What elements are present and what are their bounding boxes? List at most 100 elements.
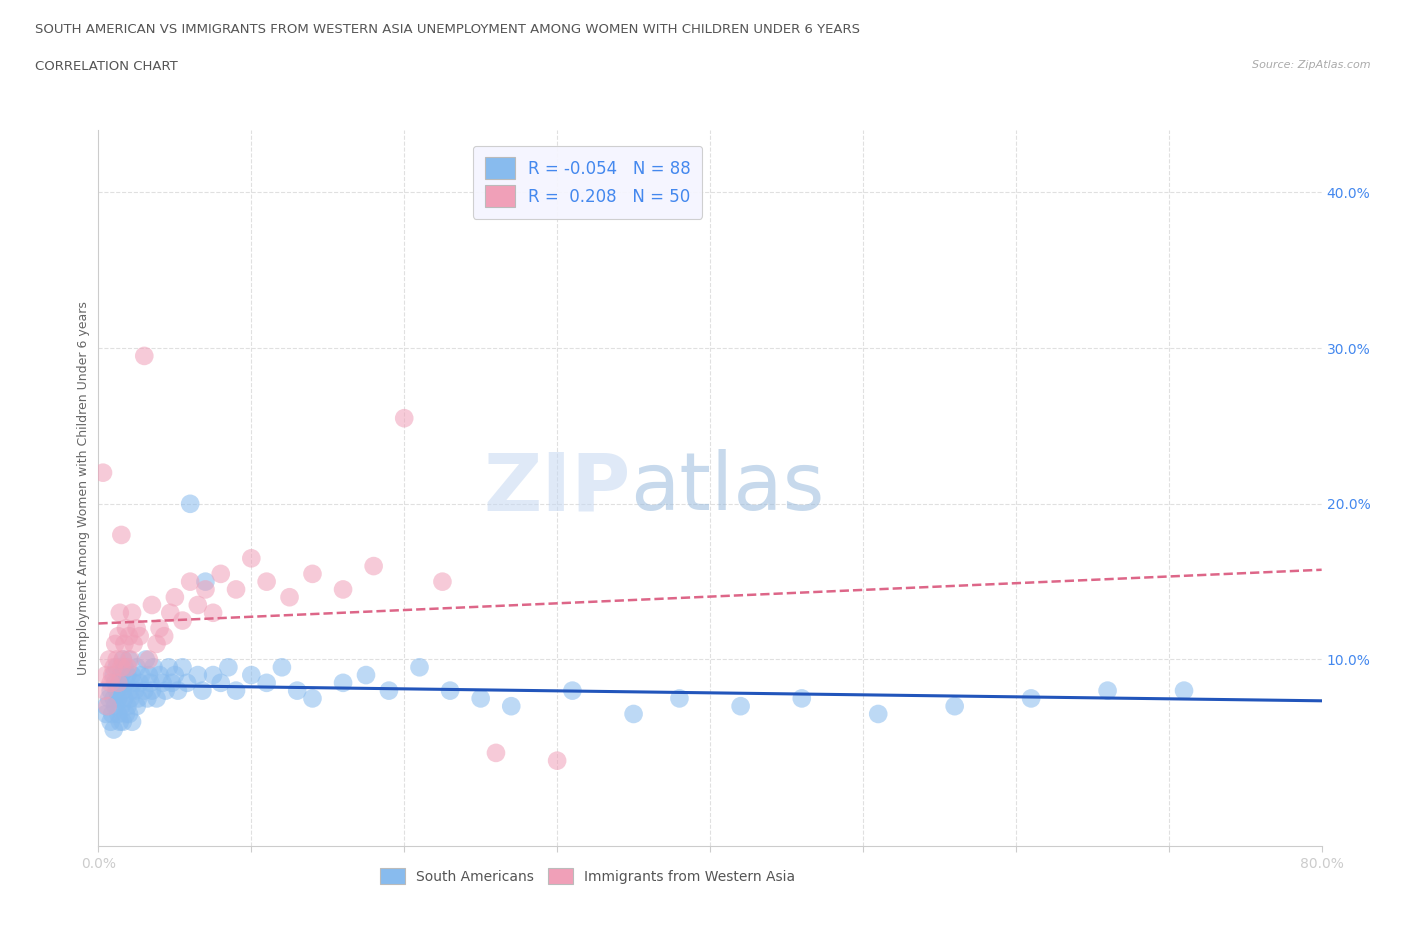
Point: [120, 691, 142, 706]
Point: [107, 691, 129, 706]
Point: [122, 636, 145, 651]
Point: [117, 698, 139, 713]
Point: [139, 675, 162, 690]
Point: [485, 746, 508, 761]
Point: [256, 675, 278, 690]
Point: [1097, 684, 1119, 698]
Point: [112, 691, 135, 706]
Point: [134, 684, 156, 698]
Point: [110, 527, 132, 542]
Point: [159, 605, 181, 620]
Point: [108, 714, 131, 729]
Point: [97, 698, 120, 713]
Point: [110, 668, 132, 683]
Point: [408, 660, 430, 675]
Point: [138, 652, 160, 667]
Point: [149, 668, 172, 683]
Point: [546, 753, 568, 768]
Point: [111, 714, 134, 729]
Point: [91, 465, 114, 480]
Point: [98, 691, 121, 706]
Point: [122, 675, 145, 690]
Point: [202, 668, 225, 683]
Point: [155, 684, 177, 698]
Text: atlas: atlas: [630, 449, 825, 527]
Point: [105, 652, 128, 667]
Point: [111, 684, 134, 698]
Point: [270, 660, 292, 675]
Point: [392, 411, 416, 426]
Point: [103, 668, 125, 683]
Point: [163, 668, 186, 683]
Point: [104, 698, 127, 713]
Point: [93, 684, 115, 698]
Text: Source: ZipAtlas.com: Source: ZipAtlas.com: [1253, 60, 1371, 71]
Point: [285, 684, 308, 698]
Point: [112, 660, 135, 675]
Point: [125, 660, 148, 675]
Point: [108, 675, 131, 690]
Point: [105, 660, 128, 675]
Point: [101, 668, 124, 683]
Point: [225, 582, 247, 597]
Point: [118, 629, 141, 644]
Point: [108, 605, 131, 620]
Point: [145, 636, 167, 651]
Point: [668, 691, 690, 706]
Point: [94, 668, 117, 683]
Point: [240, 551, 263, 565]
Point: [217, 660, 239, 675]
Point: [176, 675, 198, 690]
Legend: South Americans, Immigrants from Western Asia: South Americans, Immigrants from Western…: [374, 862, 801, 889]
Point: [157, 660, 180, 675]
Point: [172, 660, 194, 675]
Point: [501, 698, 523, 713]
Point: [104, 675, 127, 690]
Point: [124, 684, 146, 698]
Point: [142, 660, 165, 675]
Point: [127, 691, 149, 706]
Point: [561, 684, 583, 698]
Point: [134, 349, 156, 364]
Point: [363, 559, 385, 574]
Point: [145, 691, 167, 706]
Point: [115, 621, 138, 636]
Point: [105, 684, 128, 698]
Point: [103, 722, 125, 737]
Point: [1019, 691, 1042, 706]
Point: [98, 652, 121, 667]
Point: [167, 684, 190, 698]
Point: [110, 660, 132, 675]
Point: [187, 668, 209, 683]
Point: [100, 675, 122, 690]
Point: [107, 707, 129, 722]
Point: [191, 684, 214, 698]
Point: [194, 574, 217, 589]
Point: [149, 621, 172, 636]
Point: [103, 660, 125, 675]
Point: [94, 707, 117, 722]
Point: [209, 675, 232, 690]
Point: [172, 613, 194, 628]
Point: [160, 675, 183, 690]
Point: [1173, 684, 1195, 698]
Point: [128, 629, 150, 644]
Point: [301, 566, 323, 581]
Point: [141, 598, 163, 613]
Point: [101, 707, 124, 722]
Point: [117, 668, 139, 683]
Point: [128, 675, 150, 690]
Point: [332, 675, 354, 690]
Point: [94, 698, 117, 713]
Point: [179, 574, 201, 589]
Point: [135, 652, 157, 667]
Point: [187, 598, 209, 613]
Point: [129, 668, 152, 683]
Point: [152, 675, 174, 690]
Point: [111, 652, 134, 667]
Point: [623, 707, 645, 722]
Point: [107, 629, 129, 644]
Point: [730, 698, 752, 713]
Point: [138, 668, 160, 683]
Point: [136, 691, 159, 706]
